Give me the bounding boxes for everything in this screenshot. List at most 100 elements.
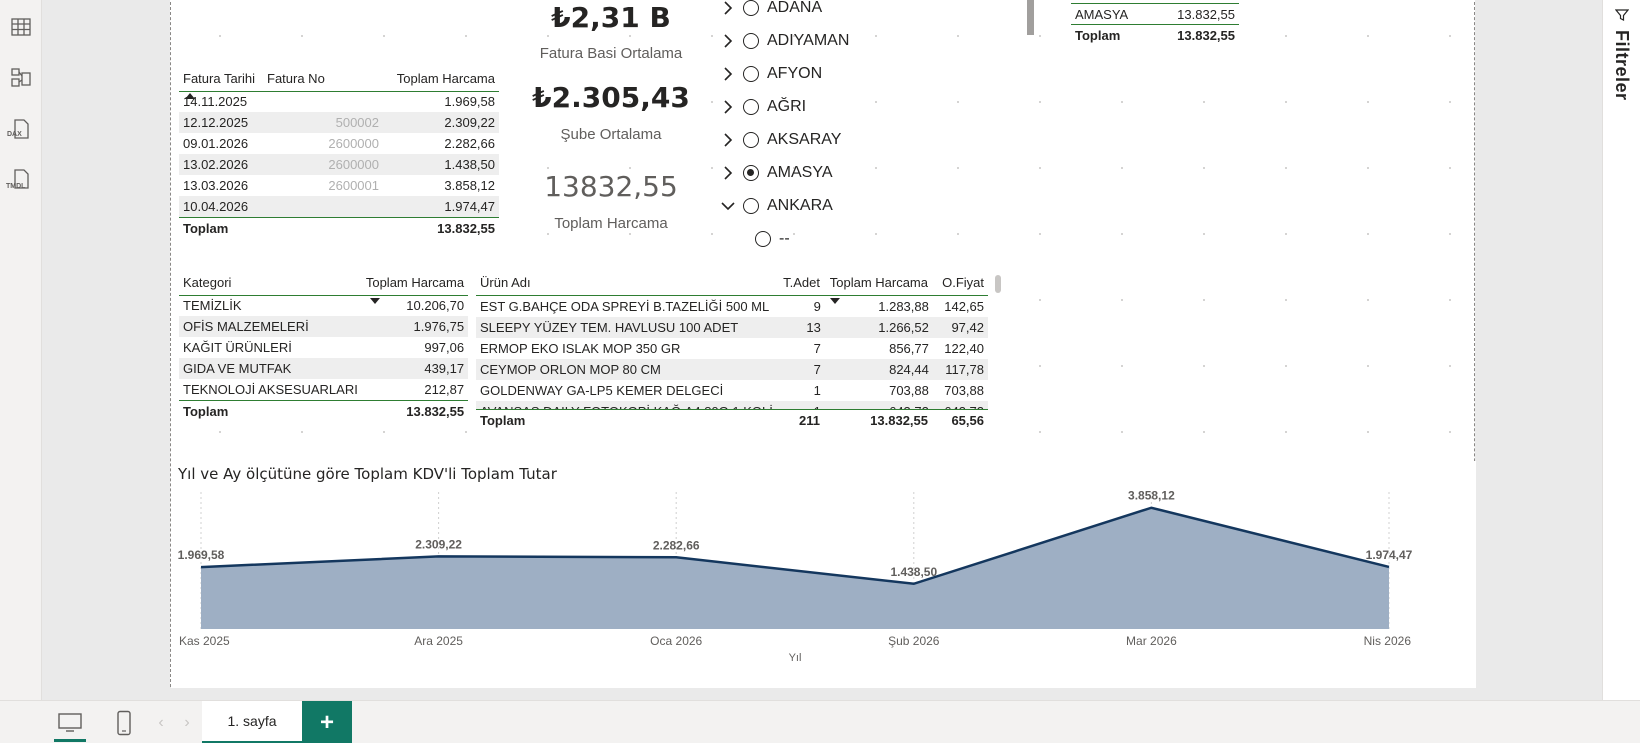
cell-avg-price: 643,72	[932, 400, 988, 409]
radio-button-icon[interactable]	[743, 132, 759, 148]
col-fatura-tarihi[interactable]: Fatura Tarihi	[179, 67, 263, 99]
table-row[interactable]: 14.11.2025 1.969,58	[179, 91, 499, 112]
filters-pane[interactable]: Filtreler	[1602, 0, 1640, 700]
card-fatura-basi-value: ₺2,31 B	[551, 1, 671, 34]
slicer-item[interactable]: ADIYAMAN	[719, 28, 849, 54]
model-view-icon[interactable]	[4, 61, 38, 95]
mobile-icon	[117, 710, 131, 735]
desktop-icon	[58, 712, 82, 732]
view-rail: DAX TMDL	[0, 0, 42, 700]
cell-qty: 7	[776, 358, 825, 380]
cell-date: 12.12.2025	[179, 112, 263, 133]
col-urun-adi[interactable]: Ürün Adı	[476, 271, 776, 296]
radio-button-icon[interactable]	[743, 66, 759, 82]
table-row[interactable]: SLEEPY YÜZEY TEM. HAVLUSU 100 ADET 13 1.26…	[476, 316, 988, 338]
data-point[interactable]	[435, 552, 443, 560]
filter-icon[interactable]	[1615, 8, 1629, 22]
filters-title[interactable]: Filtreler	[1612, 30, 1632, 101]
cell-avg-price: 703,88	[944, 382, 984, 398]
slicer-item[interactable]: --	[755, 226, 790, 252]
cell-date: 13.02.2026	[179, 154, 263, 175]
table-row[interactable]: 10.04.2026 1.974,47	[179, 196, 499, 217]
slicer-item[interactable]: AKSARAY	[719, 127, 841, 153]
total-value: 13.832,55	[1151, 24, 1239, 47]
chevron-down-icon[interactable]	[719, 197, 737, 215]
scrollbar-thumb[interactable]	[995, 275, 1001, 293]
total-label: Toplam	[1071, 24, 1152, 47]
col-fatura-no[interactable]: Fatura No	[263, 67, 383, 92]
data-point[interactable]	[1147, 504, 1155, 512]
table-row[interactable]: TEMİZLİK 10.206,70	[179, 295, 468, 316]
chevron-right-icon[interactable]	[719, 98, 737, 116]
chevron-right-icon[interactable]	[719, 164, 737, 182]
sort-asc-icon[interactable]	[185, 92, 195, 99]
branch-table-visual[interactable]: AMASYA 13.832,55 Toplam 13.832,55	[1071, 3, 1243, 47]
col-kategori[interactable]: Kategori	[179, 271, 362, 296]
page-tab-1[interactable]: 1. sayfa	[202, 701, 302, 743]
table-row[interactable]: AVANSAS DAILY FOTOKOPİ KAĞ.A4 80G 1 KOLİ…	[476, 400, 988, 409]
radio-button-icon[interactable]	[755, 231, 771, 247]
data-point[interactable]	[197, 563, 205, 571]
area-chart-svg[interactable]: 1.969,58 Kas 2025 2.309,22 Ara 2025 2.282,66…	[171, 477, 1461, 687]
table-row[interactable]: 13.02.2026 2600000 1.438,50	[179, 154, 499, 175]
radio-button-icon[interactable]	[743, 198, 759, 214]
table-row[interactable]: ERMOP EKO ISLAK MOP 350 GR 7 856,77 122,40	[476, 338, 988, 359]
col-o-fiyat[interactable]: O.Fiyat	[932, 271, 988, 296]
table-view-icon[interactable]	[4, 10, 38, 44]
data-point[interactable]	[672, 553, 680, 561]
col-toplam-harcama[interactable]: Toplam Harcama	[383, 67, 499, 92]
radio-button-icon[interactable]	[743, 33, 759, 49]
col-t-adet[interactable]: T.Adet	[776, 271, 824, 296]
slicer-item[interactable]: AMASYA	[719, 160, 833, 186]
col-kategori-toplam[interactable]: Toplam Harcama	[361, 271, 469, 304]
slicer-item[interactable]: AFYON	[719, 61, 822, 87]
slicer-item[interactable]: ANKARA	[719, 193, 833, 219]
tmdl-view-icon[interactable]: TMDL	[4, 162, 38, 196]
chevron-right-icon[interactable]	[719, 0, 737, 17]
table-row[interactable]: GIDA VE MUTFAK 439,17	[179, 358, 469, 379]
prev-page-icon[interactable]: ‹	[158, 713, 164, 731]
data-label: 2.309,22	[415, 537, 462, 551]
mobile-layout-button[interactable]	[112, 701, 136, 743]
radio-button-icon[interactable]	[743, 165, 759, 181]
visuals-area: ₺2,31 B Fatura Basi Ortalama ₺2.305,43 Ş…	[171, 0, 1034, 463]
table-row[interactable]: TEKNOLOJİ AKSESUARLARI 212,87	[179, 379, 468, 400]
table-row[interactable]: OFİS MALZEMELERİ 1.976,75	[179, 316, 469, 337]
data-point[interactable]	[1385, 563, 1393, 571]
product-table-body-scroll[interactable]: EST G.BAHÇE ODA SPREYİ B.TAZELİĞİ 500 ML…	[476, 296, 1001, 409]
table-row[interactable]: 12.12.2025 500002 2.309,22	[179, 112, 499, 133]
next-page-icon[interactable]: ›	[184, 713, 190, 731]
table-row[interactable]: KAĞIT ÜRÜNLERİ 997,06	[179, 337, 468, 358]
category-table-visual[interactable]: Kategori Toplam Harcama TEMİZLİK 10.206,7…	[179, 271, 469, 422]
dax-query-icon[interactable]: DAX	[4, 112, 38, 146]
radio-button-icon[interactable]	[743, 0, 759, 16]
add-page-button[interactable]: +	[302, 701, 352, 743]
slicer-scrollbar-thumb[interactable]	[1027, 0, 1034, 35]
table-row[interactable]: 09.01.2026 2600000 2.282,66	[179, 133, 499, 154]
chart-visual[interactable]: Yıl ve Ay ölçütüne göre Toplam KDV'li To…	[171, 461, 1476, 688]
chevron-right-icon[interactable]	[719, 32, 737, 50]
cell-total: 856,77	[889, 340, 929, 356]
product-table-visual[interactable]: Ürün Adı T.Adet Toplam Harcama O.Fiyat E…	[476, 271, 1001, 451]
sort-desc-icon[interactable]	[830, 297, 840, 304]
sort-desc-icon[interactable]	[369, 297, 380, 304]
data-point[interactable]	[910, 580, 918, 588]
col-urun-toplam[interactable]: Toplam Harcama	[824, 271, 932, 304]
slicer-item-label: --	[779, 230, 790, 247]
col-kategori-toplam-label: Toplam Harcama	[365, 275, 465, 291]
table-row[interactable]: EST G.BAHÇE ODA SPREYİ B.TAZELİĞİ 500 ML…	[476, 296, 988, 317]
table-row[interactable]: CEYMOP ORLON MOP 80 CM 7 824,44 117,78	[476, 358, 988, 380]
chevron-right-icon[interactable]	[719, 131, 737, 149]
chevron-right-icon[interactable]	[719, 65, 737, 83]
table-row[interactable]: 13.03.2026 2600001 3.858,12	[179, 175, 499, 196]
invoice-table-visual[interactable]: Fatura Tarihi Fatura No Toplam Harcama 1…	[179, 67, 499, 239]
total-value: 13.832,55	[383, 216, 499, 239]
radio-button-icon[interactable]	[743, 99, 759, 115]
series-line[interactable]	[200, 506, 1390, 586]
slicer-item[interactable]: ADANA	[719, 0, 822, 21]
city-slicer[interactable]: ADANA ADIYAMAN AFYON AĞRI AKSARAY AMASYA ANKAR…	[707, 0, 1027, 258]
slicer-item[interactable]: AĞRI	[719, 94, 806, 120]
table-row[interactable]: GOLDENWAY GA-LP5 KEMER DELGECİ 1 703,88 703…	[476, 380, 988, 401]
desktop-layout-button[interactable]	[54, 701, 86, 743]
